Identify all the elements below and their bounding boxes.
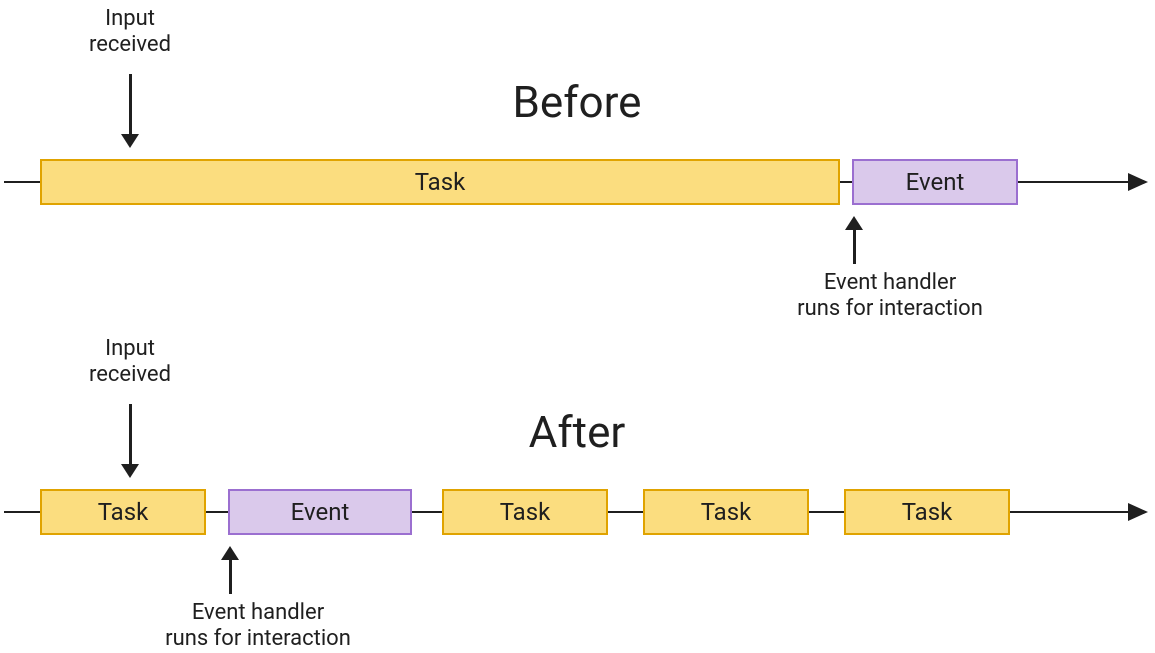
timeline-arrowhead-before (1128, 173, 1148, 191)
task-block: Task (40, 489, 206, 535)
section-title-after: After (377, 406, 777, 458)
annotation-event-handler: Event handler runs for interaction (690, 270, 1090, 323)
task-block-label: Task (415, 168, 466, 196)
task-block-label: Task (902, 498, 953, 526)
task-block: Task (643, 489, 809, 535)
annotation-arrow-head-down (121, 464, 139, 478)
annotation-event-handler: Event handler runs for interaction (58, 600, 458, 653)
task-block: Task (40, 159, 840, 205)
event-block-label: Event (906, 168, 965, 196)
annotation-arrow-head-up (221, 546, 239, 560)
annotation-arrow-shaft (129, 404, 132, 464)
diagram-canvas: Before Task Event Input received Event handl… (0, 0, 1155, 647)
task-block-label: Task (98, 498, 149, 526)
task-block: Task (844, 489, 1010, 535)
event-block: Event (852, 159, 1018, 205)
annotation-arrow-head-up (845, 216, 863, 230)
annotation-arrow-shaft (229, 560, 232, 594)
annotation-arrow-shaft (853, 230, 856, 264)
timeline-arrowhead-after (1128, 503, 1148, 521)
task-block: Task (442, 489, 608, 535)
annotation-input-received: Input received (0, 6, 330, 59)
annotation-input-received: Input received (0, 336, 330, 389)
annotation-arrow-shaft (129, 74, 132, 134)
section-title-before: Before (377, 76, 777, 128)
event-block-label: Event (291, 498, 350, 526)
task-block-label: Task (500, 498, 551, 526)
annotation-arrow-head-down (121, 134, 139, 148)
event-block: Event (228, 489, 412, 535)
task-block-label: Task (701, 498, 752, 526)
